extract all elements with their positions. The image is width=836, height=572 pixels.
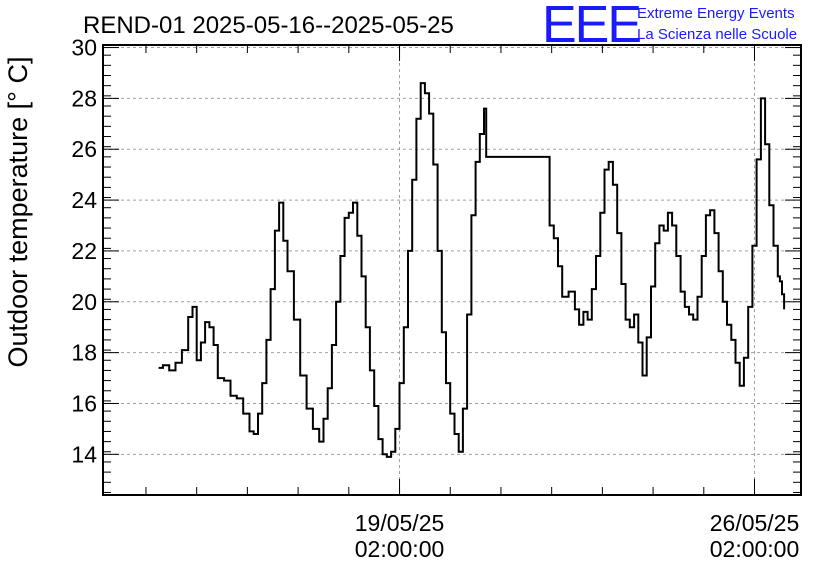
y-tick-label: 20 (71, 289, 97, 315)
x-tick-date-label: 26/05/25 (710, 510, 800, 536)
series-layer (158, 82, 786, 458)
axis-ticks (103, 44, 801, 495)
plot-frame (102, 44, 802, 496)
logo-line-1: Extreme Energy Events (637, 5, 795, 22)
chart-title: REND-01 2025-05-16--2025-05-25 (83, 12, 454, 39)
y-axis-label: Outdoor temperature [° C] (3, 57, 33, 368)
y-tick-label: 30 (71, 35, 97, 61)
x-tick-date-label: 19/05/25 (355, 510, 445, 536)
y-tick-label: 18 (71, 340, 97, 366)
eee-logo: EEE Extreme Energy Events La Scienza nel… (542, 0, 797, 54)
y-tick-label: 24 (71, 187, 97, 213)
y-tick-label: 14 (71, 441, 97, 467)
temperature-series-line (158, 82, 786, 458)
y-tick-label: 28 (71, 85, 97, 111)
x-tick-time-label: 02:00:00 (355, 536, 445, 562)
x-tick-time-label: 02:00:00 (710, 536, 800, 562)
y-tick-label: 22 (71, 238, 97, 264)
logo-line-2: La Scienza nelle Scuole (637, 26, 797, 43)
y-tick-label: 16 (71, 390, 97, 416)
y-tick-label: 26 (71, 136, 97, 162)
grid-lines (103, 45, 801, 495)
y-tick-labels: 14 16 18 20 22 24 26 28 30 (71, 35, 97, 468)
